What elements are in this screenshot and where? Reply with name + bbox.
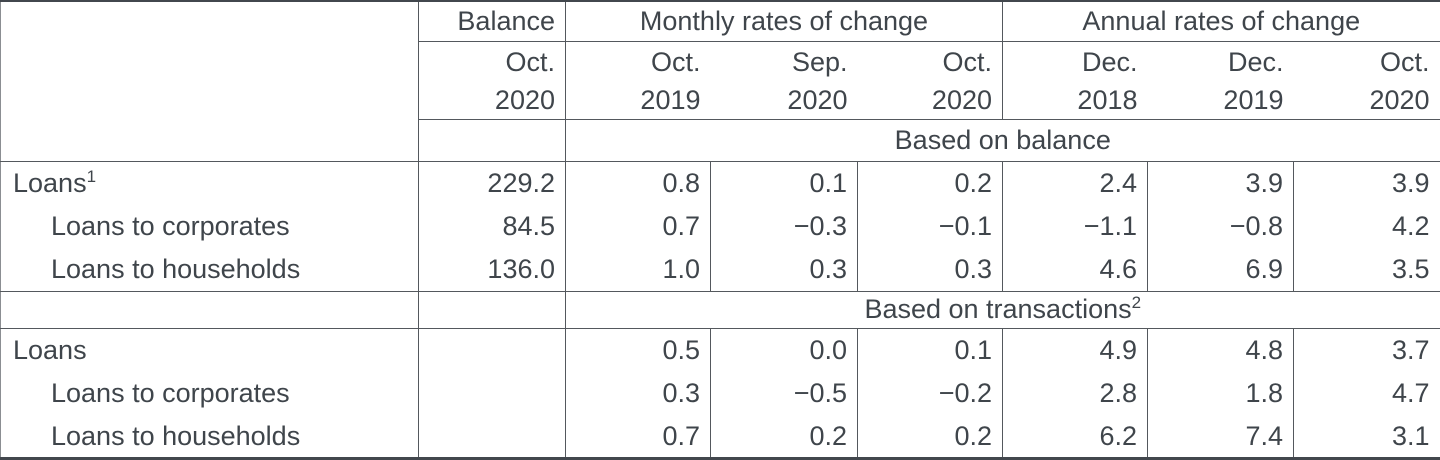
period-year: 2019 [1223, 84, 1284, 115]
value-cell: 4.9 [1002, 328, 1148, 372]
value-cell: 3.9 [1292, 161, 1440, 205]
period-header-annual-2: Dec. 2019 [1147, 41, 1294, 121]
column-group-annual: Annual rates of change [1001, 1, 1440, 42]
balance-value: 136.0 [418, 247, 566, 292]
table-row-corporates-transactions: Loans to corporates 0.3 −0.5 −0.2 2.8 1.… [1, 371, 1440, 416]
table-row-households-transactions: Loans to households 0.7 0.2 0.2 6.2 7.4 … [1, 415, 1440, 459]
table-row-households-balance: Loans to households 136.0 1.0 0.3 0.3 4.… [0, 247, 1440, 292]
period-month: Oct. [650, 46, 701, 77]
value-cell: 2.8 [1002, 371, 1148, 416]
row-label: Loans to corporates [51, 210, 290, 241]
value-cell: 0.1 [857, 328, 1003, 372]
table-row-loans-transactions: Loans 0.5 0.0 0.1 4.9 4.8 3.7 [1, 328, 1440, 372]
group-header-row: Balance Monthly rates of change Annual r… [0, 1, 1440, 162]
period-month: Oct. [505, 46, 555, 77]
value-cell: 0.3 [565, 371, 711, 416]
column-group-balance: Balance [418, 1, 566, 42]
corner-cell [0, 1, 419, 162]
value-cell: 3.5 [1292, 247, 1440, 292]
period-year: 2020 [494, 84, 555, 115]
value-cell: 0.8 [565, 161, 711, 205]
value-cell: −0.2 [857, 371, 1003, 416]
value-cell: 0.2 [857, 161, 1003, 205]
table-row-loans-balance: Loans1 229.2 0.8 0.1 0.2 2.4 3.9 3.9 [1, 161, 1440, 205]
value-cell: 3.1 [1292, 415, 1440, 459]
period-year: 2018 [1077, 84, 1138, 115]
footnote-marker: 2 [1131, 293, 1142, 313]
value-cell: −0.8 [1147, 204, 1294, 248]
value-cell: 4.7 [1292, 371, 1440, 416]
period-month: Oct. [1380, 46, 1430, 77]
value-cell: 0.7 [565, 415, 711, 459]
value-cell: −0.5 [710, 371, 858, 416]
empty-label-cell [0, 291, 419, 329]
value-cell: 4.6 [1002, 247, 1148, 292]
period-month: Dec. [1081, 46, 1138, 77]
value-cell: 2.4 [1002, 161, 1148, 205]
value-cell: 6.9 [1147, 247, 1294, 292]
row-label: Loans to corporates [51, 377, 290, 408]
value-cell: −0.3 [710, 204, 858, 248]
period-month: Sep. [791, 46, 848, 77]
period-month: Dec. [1227, 46, 1284, 77]
period-year: 2020 [787, 84, 848, 115]
value-cell: 0.1 [710, 161, 858, 205]
value-cell: 0.3 [857, 247, 1003, 292]
period-header-balance: Oct. 2020 [418, 41, 566, 121]
table-row-corporates-balance: Loans to corporates 84.5 0.7 −0.3 −0.1 −… [1, 204, 1440, 248]
value-cell: 1.0 [565, 247, 711, 292]
empty-balance-cell [418, 291, 566, 329]
period-year: 2019 [640, 84, 701, 115]
balance-value [418, 371, 566, 416]
value-cell: −1.1 [1002, 204, 1148, 248]
value-cell: 0.5 [565, 328, 711, 372]
empty-balance-cell [418, 119, 566, 162]
period-header-row: Oct. 2020 Oct. 2019 Sep. 2020 Oct. 2020 … [1, 41, 1440, 121]
period-year: 2020 [931, 84, 992, 115]
section-header-row-balance: Based on balance [1, 119, 1440, 162]
value-cell: 7.4 [1147, 415, 1294, 459]
period-month: Oct. [942, 46, 992, 77]
period-year: 2020 [1369, 84, 1430, 115]
period-header-monthly-2: Sep. 2020 [710, 41, 858, 121]
row-label: Loans to households [51, 420, 301, 451]
value-cell: 4.2 [1292, 204, 1440, 248]
section-header-row-transactions: Based on transactions2 [0, 291, 1440, 329]
value-cell: −0.1 [857, 204, 1003, 248]
value-cell: 0.7 [565, 204, 711, 248]
period-header-monthly-3: Oct. 2020 [857, 41, 1003, 121]
value-cell: 0.2 [710, 415, 858, 459]
value-cell: 4.8 [1147, 328, 1294, 372]
balance-value [418, 415, 566, 459]
section-title-balance: Based on balance [564, 119, 1440, 162]
value-cell: 1.8 [1147, 371, 1294, 416]
value-cell: 0.2 [857, 415, 1003, 459]
balance-value [418, 328, 566, 372]
value-cell: 3.9 [1147, 161, 1294, 205]
section-title-transactions: Based on transactions2 [564, 291, 1440, 329]
value-cell: 6.2 [1002, 415, 1148, 459]
balance-value: 229.2 [418, 161, 566, 205]
period-header-annual-3: Oct. 2020 [1293, 41, 1440, 121]
period-header-monthly-1: Oct. 2019 [565, 41, 711, 121]
value-cell: 0.0 [710, 328, 858, 372]
row-label: Loans to households [0, 247, 419, 292]
footnote-marker: 1 [86, 166, 97, 186]
row-label: Loans1 [13, 166, 97, 198]
value-cell: 0.3 [710, 247, 858, 292]
value-cell: 3.7 [1292, 328, 1440, 372]
period-header-annual-1: Dec. 2018 [1002, 41, 1148, 121]
row-label: Loans [13, 334, 87, 365]
balance-value: 84.5 [418, 204, 566, 248]
column-group-monthly: Monthly rates of change [565, 1, 1003, 42]
